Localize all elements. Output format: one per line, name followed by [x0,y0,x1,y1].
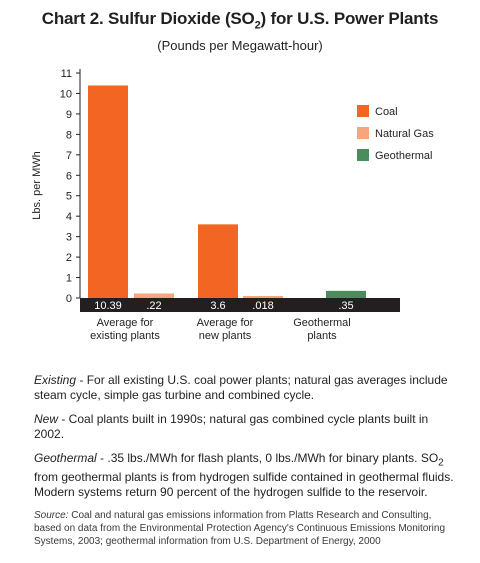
legend-label: Coal [375,106,398,118]
y-tick-label: 11 [61,68,72,80]
title-text: Chart 2. Sulfur Dioxide (SO [41,9,255,28]
legend-swatch [357,105,369,117]
y-tick-label: 9 [66,109,72,121]
data-label: .018 [252,300,273,312]
y-tick-label: 3 [66,232,72,244]
notes: Existing - For all existing U.S. coal po… [34,373,454,557]
y-tick-label: 2 [66,252,72,264]
legend-swatch [357,127,369,139]
source-term: Source: [34,510,69,522]
y-axis-label: Lbs. per MWh [31,151,43,219]
note-existing: Existing - For all existing U.S. coal po… [34,373,454,403]
value-strip [80,298,400,312]
chart-svg: 0 1 2 3 4 5 6 7 8 9 10 11 Lbs. per MWh 10.39 .22 3.6 .01… [31,68,434,342]
y-tick-label: 4 [66,211,72,223]
chart-subtitle: (Pounds per Megawatt-hour) [157,38,323,53]
source-text: Coal and natural gas emissions informati… [34,510,446,548]
y-tick-label: 7 [66,150,72,162]
y-tick-label: 1 [66,273,72,285]
x-category-label: Average for [97,317,154,329]
x-category-label: new plants [199,330,252,342]
note-existing-text: - For all existing U.S. coal power plant… [34,373,448,402]
note-new: New - Coal plants built in 1990s; natura… [34,412,454,442]
y-tick-label: 10 [60,88,72,100]
note-geo-text-2: from geothermal plants is from hydrogen … [34,470,454,500]
data-label: 10.39 [94,300,122,312]
chart-title: Chart 2. Sulfur Dioxide (SO2) for U.S. P… [0,9,480,31]
note-new-text: - Coal plants built in 1990s; natural ga… [34,412,429,441]
note-geo-text-1: - .35 lbs./MWh for flash plants, 0 lbs./… [96,451,439,465]
bar-natural-gas [134,293,174,298]
bar-coal [88,85,128,299]
x-category-label: existing plants [90,330,160,342]
y-tick-label: 0 [66,293,72,305]
title-subscript: 2 [254,19,261,32]
x-category-label: plants [307,330,337,342]
y-tick-label: 8 [66,129,72,141]
source-note: Source: Coal and natural gas emissions i… [34,509,454,548]
data-label: .35 [338,300,353,312]
data-label: .22 [146,300,161,312]
data-label: 3.6 [210,300,225,312]
note-new-term: New [34,412,59,426]
x-category-label: Geothermal [293,317,350,329]
title-text-end: ) for U.S. Power Plants [260,9,439,28]
legend-label: Geothermal [375,150,432,162]
note-geothermal: Geothermal - .35 lbs./MWh for flash plan… [34,451,454,500]
x-category-label: Average for [197,317,254,329]
y-tick-label: 5 [66,191,72,203]
legend-swatch [357,149,369,161]
y-tick-label: 6 [66,170,72,182]
bar-geothermal [326,290,366,298]
note-geo-subscript: 2 [438,457,444,469]
legend-label: Natural Gas [375,128,434,140]
bar-coal [198,224,238,298]
note-geo-term: Geothermal [34,451,97,465]
note-existing-term: Existing [34,373,77,387]
bar-natural-gas [243,296,283,298]
